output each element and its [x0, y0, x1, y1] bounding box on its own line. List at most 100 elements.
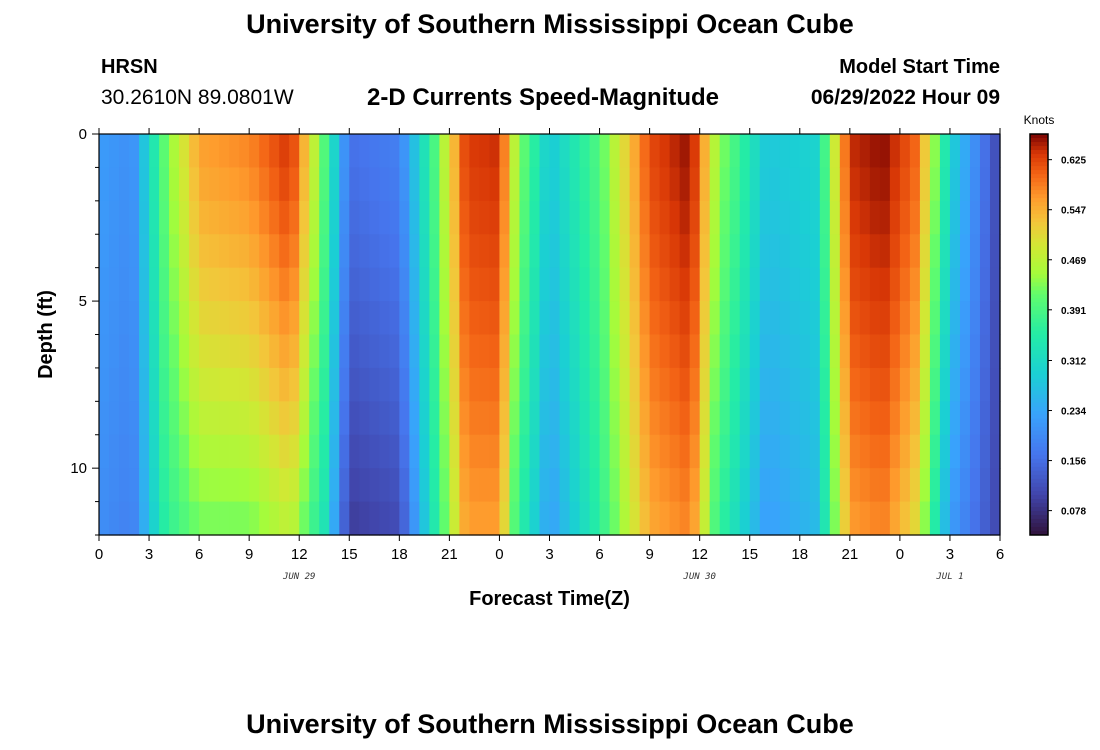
heatmap-cell — [119, 468, 130, 503]
heatmap-cell — [299, 401, 310, 436]
heatmap-cell — [919, 234, 931, 269]
colorbar-segment — [1030, 470, 1048, 476]
heatmap-cell — [929, 367, 941, 402]
heatmap-cell — [219, 367, 230, 402]
heatmap-cell — [609, 334, 621, 369]
heatmap-cell — [859, 334, 871, 369]
heatmap-cell — [679, 334, 691, 369]
heatmap-cell — [479, 234, 491, 269]
colorbar-segment — [1030, 466, 1048, 472]
heatmap-cell — [489, 267, 501, 302]
heatmap-cell — [269, 367, 280, 402]
colorbar-segment — [1030, 214, 1048, 219]
heatmap-cell — [509, 367, 521, 402]
heatmap-cell — [459, 334, 471, 369]
heatmap-cell — [929, 167, 941, 202]
heatmap-cell — [469, 401, 481, 436]
heatmap-cell — [689, 301, 701, 336]
heatmap-cell — [539, 234, 551, 269]
heatmap-cell — [299, 334, 310, 369]
heatmap-cell — [739, 501, 751, 536]
colorbar-segment — [1030, 274, 1048, 279]
heatmap-cell — [609, 267, 621, 302]
colorbar-segment — [1030, 374, 1048, 380]
heatmap-cell — [789, 134, 801, 169]
heatmap-cell — [709, 267, 721, 302]
heatmap-cell — [589, 501, 601, 536]
heatmap-cell — [609, 134, 621, 169]
heatmap-cell — [669, 167, 681, 202]
heatmap-cell — [819, 468, 831, 503]
heatmap-cell — [799, 334, 811, 369]
heatmap-cell — [639, 200, 651, 235]
colorbar-segment — [1030, 162, 1048, 167]
colorbar-segment — [1030, 362, 1048, 368]
colorbar: 0.625 0.547 0.469 0.391 0.312 0.234 0.156 0.078 — [1029, 133, 1086, 536]
heatmap-cell — [309, 200, 320, 235]
heatmap-cell — [699, 267, 711, 302]
heatmap-cell — [939, 234, 951, 269]
heatmap-cell — [789, 167, 801, 202]
heatmap-cell — [949, 267, 961, 302]
heatmap-cell — [939, 167, 951, 202]
heatmap-cell — [729, 200, 741, 235]
heatmap-cell — [869, 134, 881, 169]
colorbar-segment — [1030, 458, 1048, 464]
colorbar-segment — [1030, 178, 1048, 183]
heatmap-cell — [249, 434, 260, 469]
heatmap-cell — [919, 301, 931, 336]
heatmap-cell — [969, 367, 981, 402]
heatmap-cell — [969, 501, 981, 536]
heatmap-cell — [819, 434, 831, 469]
heatmap-cell — [239, 200, 250, 235]
heatmap-cell — [779, 134, 791, 169]
heatmap-cell — [569, 301, 581, 336]
heatmap-cell — [899, 200, 911, 235]
heatmap-cell — [859, 167, 871, 202]
heatmap-cell — [929, 501, 941, 536]
heatmap-cell — [469, 234, 481, 269]
heatmap-cell — [629, 167, 641, 202]
colorbar-segment — [1030, 286, 1048, 291]
heatmap-cell — [389, 334, 400, 369]
heatmap-cell — [479, 401, 491, 436]
heatmap-cell — [449, 267, 460, 302]
heatmap-cell — [429, 434, 440, 469]
heatmap-cell — [989, 301, 1001, 336]
heatmap-cell — [619, 468, 631, 503]
heatmap-cell — [679, 367, 691, 402]
colorbar-segment — [1030, 210, 1048, 215]
heatmap-cell — [589, 234, 601, 269]
heatmap-cell — [389, 200, 400, 235]
heatmap-cell — [149, 134, 160, 169]
heatmap-cell — [589, 434, 601, 469]
heatmap-cell — [209, 401, 220, 436]
heatmap-cell — [949, 367, 961, 402]
heatmap-cell — [349, 134, 360, 169]
date-label: JUL 1 — [935, 572, 963, 582]
heatmap-cell — [149, 234, 160, 269]
heatmap-cell — [859, 434, 871, 469]
heatmap-cell — [929, 267, 941, 302]
heatmap-cell — [509, 234, 521, 269]
heatmap-cell — [929, 468, 941, 503]
heatmap-cell — [739, 234, 751, 269]
heatmap-cell — [109, 401, 120, 436]
heatmap-cell — [959, 134, 971, 169]
heatmap-cell — [229, 367, 240, 402]
heatmap-cell — [989, 267, 1001, 302]
heatmap-cell — [959, 501, 971, 536]
heatmap-cell — [769, 301, 781, 336]
y-tick-label: 5 — [79, 293, 87, 310]
heatmap-cell — [159, 367, 170, 402]
heatmap-cell — [869, 468, 881, 503]
heatmap-cell — [419, 234, 430, 269]
heatmap-cell — [739, 200, 751, 235]
heatmap-cell — [369, 134, 380, 169]
heatmap-cell — [719, 434, 731, 469]
heatmap-cell — [959, 200, 971, 235]
heatmap-cell — [659, 334, 671, 369]
heatmap-cell — [279, 434, 290, 469]
colorbar-tick-label: 0.547 — [1061, 206, 1086, 217]
heatmap-cell — [649, 200, 661, 235]
